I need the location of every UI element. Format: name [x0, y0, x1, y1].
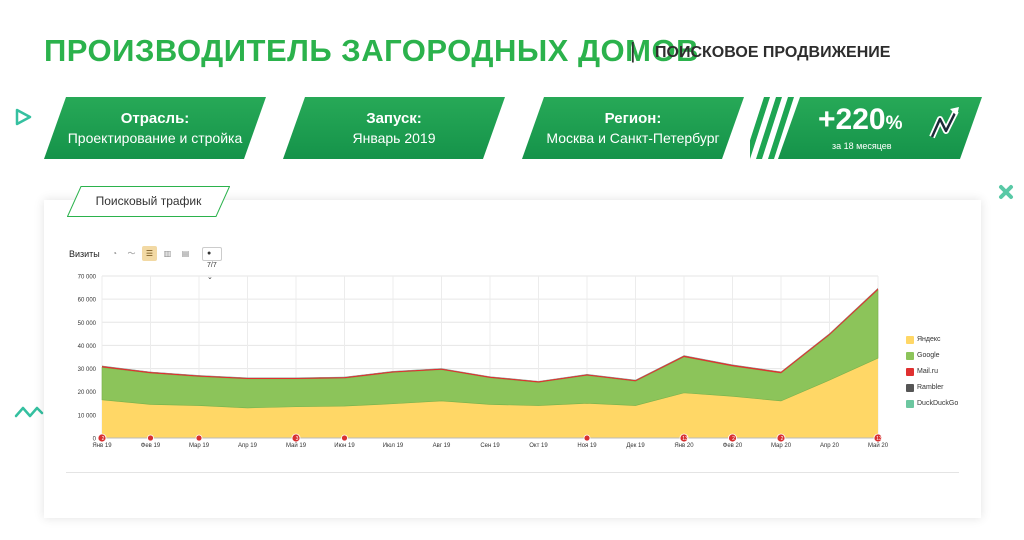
legend-swatch	[906, 352, 914, 360]
y-tick-label: 50 000	[78, 321, 97, 327]
y-tick-label: 0	[93, 437, 97, 443]
x-tick-label: Авг 19	[433, 443, 451, 449]
annotation-marker	[341, 434, 348, 442]
industry-card-value: Проектирование и стройка	[67, 130, 243, 146]
page-subtitle: ПОИСКОВОЕ ПРОДВИЖЕНИЕ	[655, 44, 891, 61]
x-tick-label: Окт 19	[529, 443, 548, 449]
legend-label: Mail.ru	[917, 368, 939, 375]
legend-item-duckduckgo[interactable]: DuckDuckGo	[906, 399, 958, 411]
annotation-marker	[776, 433, 786, 443]
bar-chart-icon[interactable]: ▥	[163, 249, 172, 258]
annotation-marker	[97, 433, 107, 443]
x-tick-label: Сен 19	[480, 443, 500, 449]
page-title: ПРОИЗВОДИТЕЛЬ ЗАГОРОДНЫХ ДОМОВ	[44, 33, 699, 68]
y-tick-label: 20 000	[78, 390, 97, 396]
x-tick-label: Мар 19	[189, 443, 210, 449]
panel-divider	[66, 472, 959, 473]
y-tick-label: 30 000	[78, 367, 97, 373]
industry-card-title: Отрасль:	[120, 110, 190, 127]
annotation-marker	[147, 434, 154, 442]
pie-chart-icon[interactable]: ◔	[112, 249, 117, 258]
zigzag-icon	[14, 406, 44, 418]
annotation-label: 2	[781, 436, 784, 442]
x-tick-label: Май 19	[286, 442, 307, 449]
legend-item-rambler[interactable]: Rambler	[906, 383, 958, 395]
x-tick-label: Дек 19	[626, 443, 645, 449]
legend-item-mailru[interactable]: Mail.ru	[906, 367, 958, 379]
x-tick-label: Апр 19	[238, 443, 258, 449]
y-tick-label: 60 000	[78, 298, 97, 304]
annotation-label: 13	[876, 436, 882, 442]
legend-item-yandex[interactable]: Яндекс	[906, 335, 958, 347]
annotation-marker	[679, 433, 689, 443]
annotation-label: 3	[296, 436, 299, 442]
legend-item-google[interactable]: Google	[906, 351, 958, 363]
growth-kpi-card: +220% за 18 месяцев	[778, 97, 982, 159]
x-tick-label: Ноя 19	[577, 443, 597, 449]
annotation-marker	[728, 433, 737, 443]
launch-card: Запуск: Январь 2019	[283, 97, 505, 159]
chart-legend: Яндекс Google Mail.ru Rambler DuckDuckGo	[906, 335, 958, 415]
legend-label: DuckDuckGo	[917, 400, 959, 407]
launch-card-title: Запуск:	[366, 110, 422, 127]
x-tick-label: Мар 20	[771, 443, 792, 449]
annotation-label: 2	[102, 436, 105, 442]
region-card-value: Москва и Санкт-Петербург	[546, 130, 720, 146]
growth-arrow-icon	[928, 105, 960, 145]
segment-select[interactable]: ● 7/7 ⌄	[202, 247, 222, 281]
legend-label: Rambler	[917, 384, 944, 391]
annotation-marker	[291, 433, 301, 443]
cross-icon	[999, 185, 1013, 199]
industry-card: Отрасль: Проектирование и стройка	[44, 97, 266, 159]
x-tick-label: Апр 20	[820, 443, 840, 449]
legend-swatch	[906, 384, 914, 392]
legend-swatch	[906, 336, 914, 344]
legend-swatch	[906, 368, 914, 376]
growth-kpi-caption: за 18 месяцев	[832, 141, 892, 151]
x-tick-label: Фев 20	[723, 443, 743, 449]
x-tick-label: Май 20	[868, 442, 889, 449]
tab-search-traffic[interactable]: Поисковый трафик	[67, 186, 230, 217]
series-area-google	[101, 289, 879, 409]
growth-kpi-value: +220%	[818, 103, 903, 136]
x-tick-label: Июл 19	[383, 443, 404, 449]
legend-label: Яндекс	[917, 336, 941, 343]
line-chart-icon[interactable]: 〜	[127, 249, 136, 258]
x-tick-label: Янв 20	[674, 443, 694, 449]
tab-search-traffic-label: Поисковый трафик	[95, 194, 202, 208]
region-card-title: Регион:	[604, 110, 662, 127]
annotation-label: 13	[682, 436, 688, 442]
legend-label: Google	[917, 352, 940, 359]
play-triangle-icon	[15, 108, 32, 126]
metric-label: Визиты	[69, 249, 100, 259]
table-icon[interactable]: ▤	[181, 249, 190, 258]
annotation-marker	[583, 434, 591, 442]
annotation-label: 2	[732, 436, 735, 442]
region-card: Регион: Москва и Санкт-Петербург	[522, 97, 744, 159]
launch-card-value: Январь 2019	[352, 130, 436, 146]
x-tick-label: Фев 19	[141, 443, 161, 449]
series-area-yandex	[102, 358, 878, 438]
stacked-area-icon[interactable]: ☰	[142, 246, 157, 261]
x-tick-label: Июн 19	[334, 443, 355, 449]
annotation-marker	[873, 433, 883, 443]
y-tick-label: 40 000	[78, 344, 97, 350]
stripes-decoration	[750, 97, 794, 159]
legend-swatch	[906, 400, 914, 408]
y-tick-label: 10 000	[78, 413, 97, 419]
y-tick-label: 70 000	[78, 275, 97, 281]
x-tick-label: Янв 19	[92, 443, 112, 449]
title-separator: |	[630, 38, 636, 63]
annotation-marker	[195, 434, 203, 442]
traffic-chart: 0 10 000 20 000 30 000 40 000 50 000 60 000 70 …	[78, 275, 889, 450]
